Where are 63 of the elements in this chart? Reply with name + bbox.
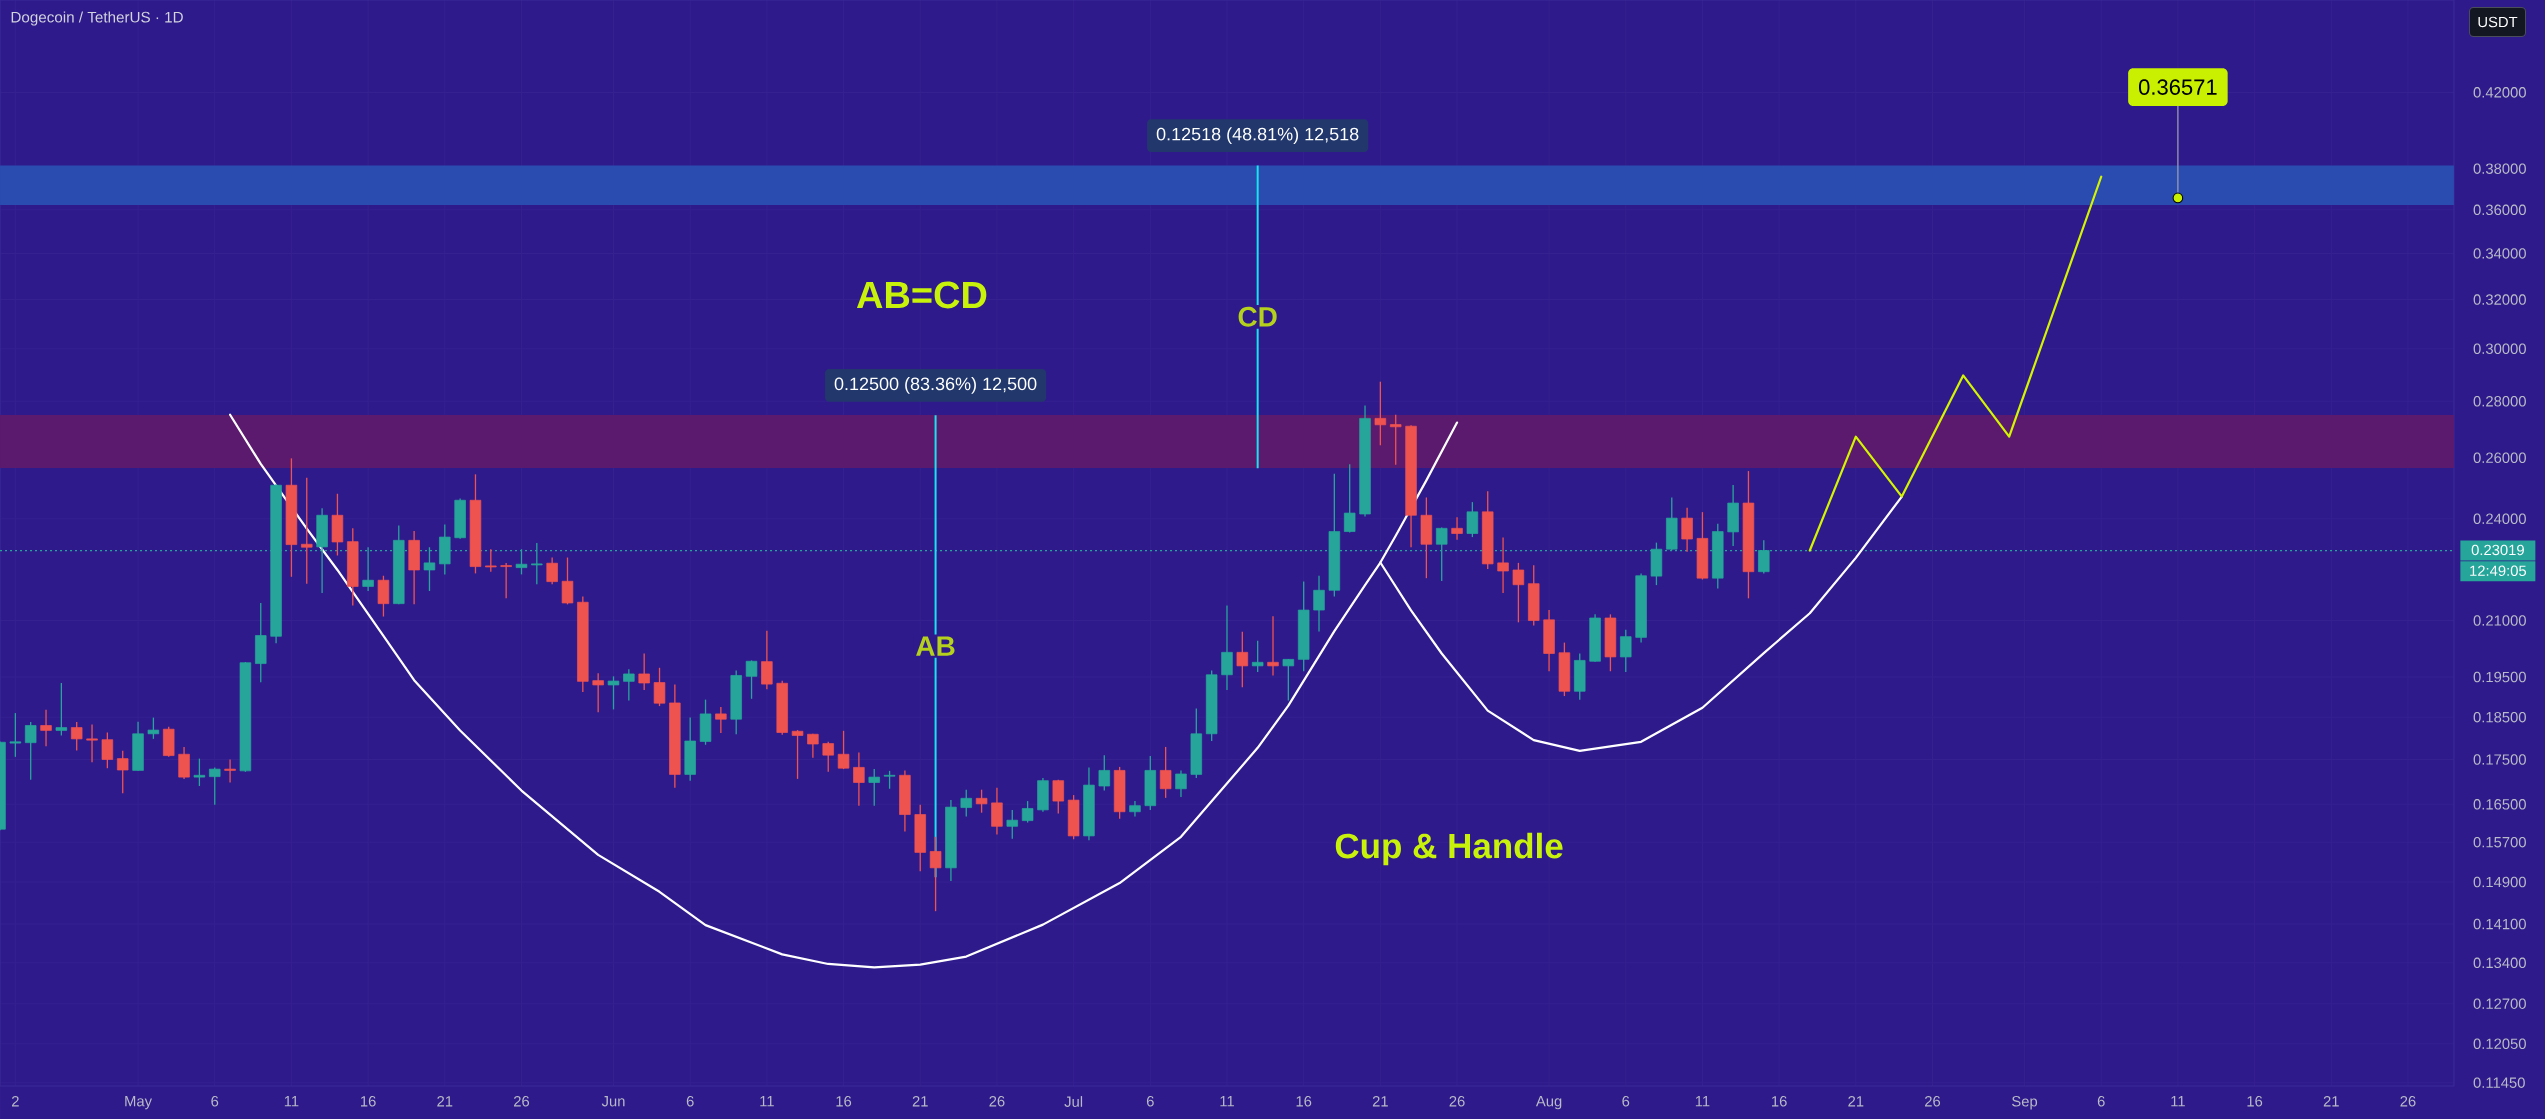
annotation: AB=CD xyxy=(856,281,987,309)
y-tick-label: 0.11450 xyxy=(2473,1077,2525,1088)
x-tick-label: 16 xyxy=(1296,1096,1312,1107)
annotation: Cup & Handle xyxy=(1335,832,1563,866)
x-tick-label: 21 xyxy=(1848,1096,1864,1107)
x-tick-label: 16 xyxy=(2247,1096,2263,1107)
y-tick-label: 0.34000 xyxy=(2473,248,2526,259)
y-tick-label: 0.21000 xyxy=(2473,615,2526,626)
text: 12:49:05 xyxy=(2470,565,2527,577)
y-tick-label: 0.24000 xyxy=(2473,513,2526,525)
x-tick-label: Sep xyxy=(2012,1096,2038,1110)
x-tick-label: 6 xyxy=(686,1096,694,1107)
x-tick-label: 26 xyxy=(2400,1096,2416,1107)
x-tick-label: 21 xyxy=(437,1096,453,1107)
y-tick-label: 0.14900 xyxy=(2473,876,2526,888)
text: Dogecoin / TetherUS · 1D xyxy=(11,11,183,26)
y-tick-label: 0.17500 xyxy=(2473,754,2526,765)
y-tick-label: 0.32000 xyxy=(2473,294,2526,305)
data-label: 0.12518 (48.81%) 12,518 xyxy=(1156,127,1359,145)
y-tick-label: 0.36000 xyxy=(2473,204,2526,216)
x-tick-label: 21 xyxy=(1372,1096,1388,1107)
x-tick-label: 6 xyxy=(1146,1096,1154,1107)
y-tick-label: 0.12050 xyxy=(2473,1038,2526,1049)
x-tick-label: Jun xyxy=(601,1096,625,1107)
y-axis-title: USDT xyxy=(2478,16,2518,28)
x-tick-label: May xyxy=(125,1096,152,1110)
y-tick-label: 0.26000 xyxy=(2473,452,2526,464)
data-label: 0.36571 xyxy=(2138,79,2217,95)
y-tick-label: 0.13400 xyxy=(2473,957,2526,969)
x-tick-label: 6 xyxy=(2097,1096,2105,1107)
x-tick-label: 11 xyxy=(760,1096,774,1107)
x-tick-label: 26 xyxy=(514,1096,530,1107)
x-tick-label: 11 xyxy=(1695,1096,1710,1107)
x-tick-label: 11 xyxy=(2171,1096,2185,1107)
y-tick-label: 0.42000 xyxy=(2473,87,2526,98)
y-tick-label: 0.16500 xyxy=(2473,799,2526,810)
x-tick-label: 16 xyxy=(361,1096,376,1107)
x-tick-label: 11 xyxy=(1220,1096,1234,1107)
x-tick-label: Jul xyxy=(1064,1096,1083,1107)
ref-line-label: 0.23019 xyxy=(2471,544,2524,556)
y-tick-label: 0.15700 xyxy=(2473,836,2526,848)
x-tick-label: 26 xyxy=(1449,1096,1465,1107)
series-label: AB xyxy=(916,636,955,656)
series-label: CD xyxy=(1238,306,1277,327)
y-tick-label: 0.18500 xyxy=(2473,711,2526,723)
y-tick-label: 0.19500 xyxy=(2473,671,2526,683)
x-tick-label: 26 xyxy=(989,1096,1005,1107)
x-tick-label: 6 xyxy=(1622,1096,1630,1107)
x-tick-label: 26 xyxy=(1925,1096,1941,1107)
y-tick-label: 0.30000 xyxy=(2473,343,2526,354)
y-tick-label: 0.14100 xyxy=(2473,918,2526,930)
x-tick-label: 21 xyxy=(912,1096,928,1107)
x-tick-label: 21 xyxy=(2323,1096,2339,1107)
x-tick-label: 16 xyxy=(1772,1096,1787,1107)
x-tick-label: 6 xyxy=(211,1096,219,1107)
y-tick-label: 0.28000 xyxy=(2473,396,2526,407)
x-tick-label: 2 xyxy=(11,1096,19,1107)
y-tick-label: 0.12700 xyxy=(2473,998,2526,1009)
x-tick-label: Aug xyxy=(1535,1096,1562,1110)
x-tick-label: 16 xyxy=(836,1096,852,1107)
x-tick-label: 11 xyxy=(284,1096,299,1107)
y-tick-label: 0.38000 xyxy=(2473,163,2526,174)
data-label: 0.12500 (83.36%) 12,500 xyxy=(834,377,1037,394)
